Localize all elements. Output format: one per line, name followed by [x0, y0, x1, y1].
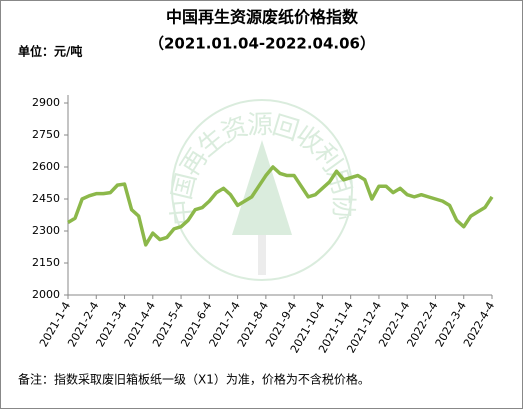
y-tick-label: 2750: [32, 128, 60, 141]
chart-subtitle: （2021.01.04-2022.04.06）: [149, 35, 375, 53]
note: 备注：指数采取废旧箱板纸一级（X1）为准，价格为不含税价格。: [18, 372, 370, 387]
line-series: [67, 165, 494, 247]
y-tick-label: 2900: [32, 96, 60, 109]
y-tick-label: 2600: [32, 160, 60, 173]
unit-label: 单位：元/吨: [18, 44, 82, 59]
y-tick-label: 2450: [32, 192, 60, 205]
y-tick-label: 2300: [32, 224, 60, 237]
y-tick-label: 2150: [32, 256, 60, 269]
y-tick-label: 2000: [32, 288, 60, 301]
chart-title: 中国再生资源废纸价格指数: [166, 8, 359, 27]
